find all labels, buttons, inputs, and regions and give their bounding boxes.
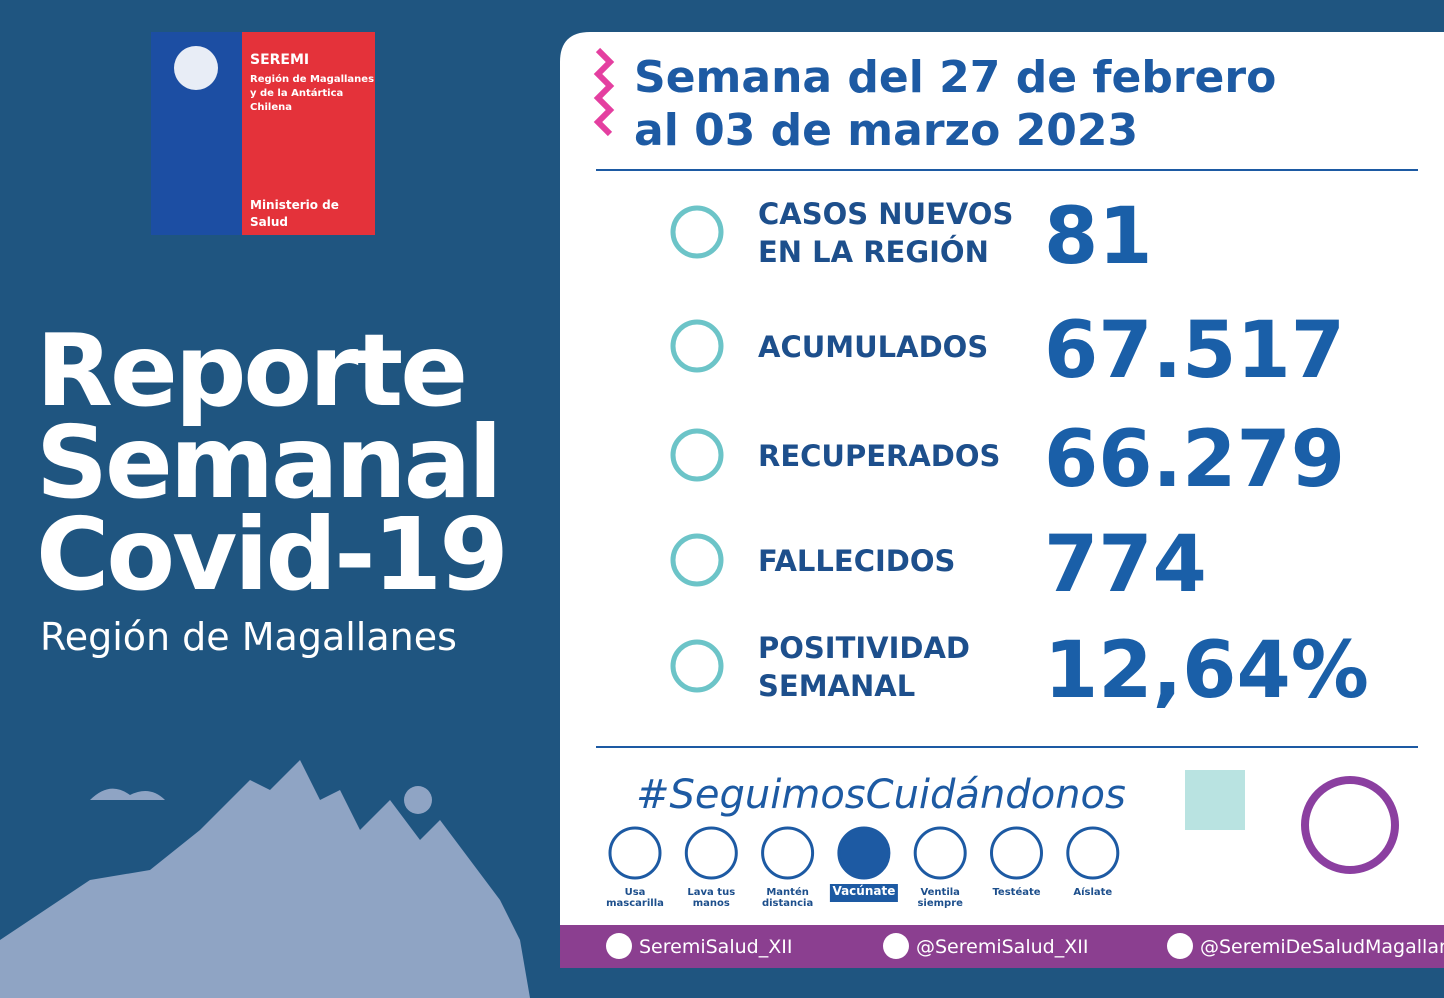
measure-label: Testéate <box>992 886 1040 898</box>
measure-icon <box>913 826 967 880</box>
stat-value: 67.517 <box>1044 306 1345 396</box>
cloud <box>90 788 165 800</box>
measure-highlight <box>829 884 898 902</box>
star <box>404 786 432 814</box>
stat-label: FALLECIDOS <box>758 544 955 578</box>
cross-icon <box>1185 770 1245 830</box>
social-icon <box>1167 933 1193 959</box>
stat-value: 66.279 <box>1044 415 1345 505</box>
stat-label: POSITIVIDAD <box>758 631 970 665</box>
stat-icon <box>670 639 724 693</box>
stat-label: SEMANAL <box>758 669 915 703</box>
logo-name: SEREMI <box>250 52 309 68</box>
measure-label: Lava tus <box>687 887 735 898</box>
card <box>560 32 1444 960</box>
logo-red <box>242 32 375 235</box>
stat-icon <box>670 319 724 373</box>
stat-label: RECUPERADOS <box>758 439 1000 473</box>
logo-region: Región de Magallanes <box>250 73 374 85</box>
title-line: Covid-19 <box>36 496 506 613</box>
measure-label: Mantén <box>766 886 809 898</box>
measure-label: Aíslate <box>1073 886 1112 898</box>
measure-icon <box>684 826 738 880</box>
logo-region: Chilena <box>250 102 292 113</box>
stat-icon <box>670 533 724 587</box>
stat-label: EN LA REGIÓN <box>758 235 989 269</box>
stat-value: 774 <box>1044 520 1207 610</box>
measure-icon <box>837 826 891 880</box>
stat-label: CASOS NUEVOS <box>758 197 1013 231</box>
title-line: Reporte <box>36 312 465 429</box>
measure-icon <box>761 826 815 880</box>
title-line: Semanal <box>36 404 499 521</box>
social-handle: SeremiSalud_XII <box>639 936 792 958</box>
social-handle: @SeremiDeSaludMagallanes <box>1200 936 1444 958</box>
hashtag: #SeguimosCuidándonos <box>636 772 1126 818</box>
zigzag <box>593 47 615 137</box>
measure-icon <box>608 826 662 880</box>
measure-label: Vacúnate <box>832 884 895 898</box>
week-line: al 03 de marzo 2023 <box>634 105 1138 156</box>
mountains <box>0 760 530 998</box>
measure-label: distancia <box>762 898 813 909</box>
stat-value: 81 <box>1044 192 1153 282</box>
social-handle: @SeremiSalud_XII <box>916 936 1088 958</box>
stat-icon <box>670 205 724 259</box>
week-line: Semana del 27 de febrero <box>634 52 1276 103</box>
stat-icon <box>670 428 724 482</box>
subtitle: Región de Magallanes <box>40 615 457 659</box>
stat-value: 12,64% <box>1044 626 1369 716</box>
measure-label: Ventila <box>920 887 959 898</box>
virus-icon <box>1301 776 1399 874</box>
measure-label: mascarilla <box>606 898 664 909</box>
social-icon <box>883 933 909 959</box>
coat-of-arms <box>174 46 218 90</box>
measure-label: Usa <box>625 887 646 898</box>
logo-region: y de la Antártica <box>250 87 343 99</box>
logo-ministry: Ministerio de <box>250 198 339 212</box>
measure-icon <box>1066 826 1120 880</box>
measure-label: siempre <box>917 898 963 909</box>
logo-ministry: Salud <box>250 215 288 229</box>
stat-label: ACUMULADOS <box>758 330 988 364</box>
measure-label: manos <box>693 898 730 909</box>
social-icon <box>606 933 632 959</box>
footer-band <box>560 925 1444 968</box>
measure-icon <box>990 826 1043 880</box>
